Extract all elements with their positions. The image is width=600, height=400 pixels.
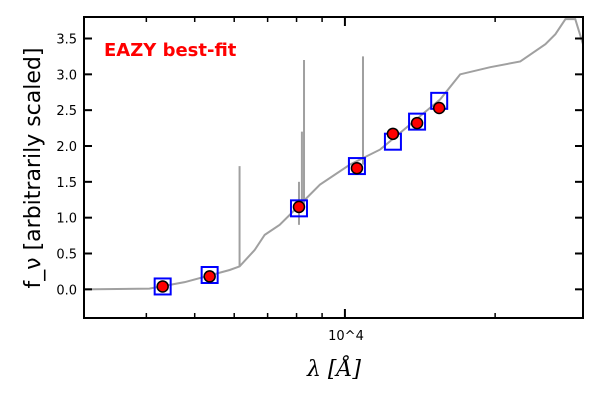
observed-flux-point [350,161,364,175]
model-flux-square [200,266,219,284]
y-axis-label: f_ν [arbitrarily scaled] [21,48,46,289]
y-tick-label: 0.5 [56,248,77,263]
y-tick-label: 1.0 [56,212,77,227]
y-tick-label: 1.5 [56,176,77,191]
y-tick-label: 3.0 [56,68,77,83]
observed-flux-point [156,280,169,293]
model-flux-square [153,277,172,296]
model-flux-square [408,112,427,131]
plot-frame [83,16,584,319]
y-tick-label: 2.0 [56,140,77,155]
observed-flux-point [292,200,306,214]
y-tick-label: 3.5 [56,33,77,48]
observed-flux-point [386,127,400,141]
observed-flux-point [432,101,446,115]
y-tick-label: 2.5 [56,104,77,119]
model-flux-square [289,199,308,218]
observed-flux-point [410,116,424,130]
x-tick-label: 10^4 [328,329,364,344]
x-axis-label: λ [Å] [306,354,361,382]
y-tick-label: 0.0 [56,283,77,298]
annotation-label: EAZY best-fit [104,40,237,61]
observed-flux-point [203,270,216,283]
